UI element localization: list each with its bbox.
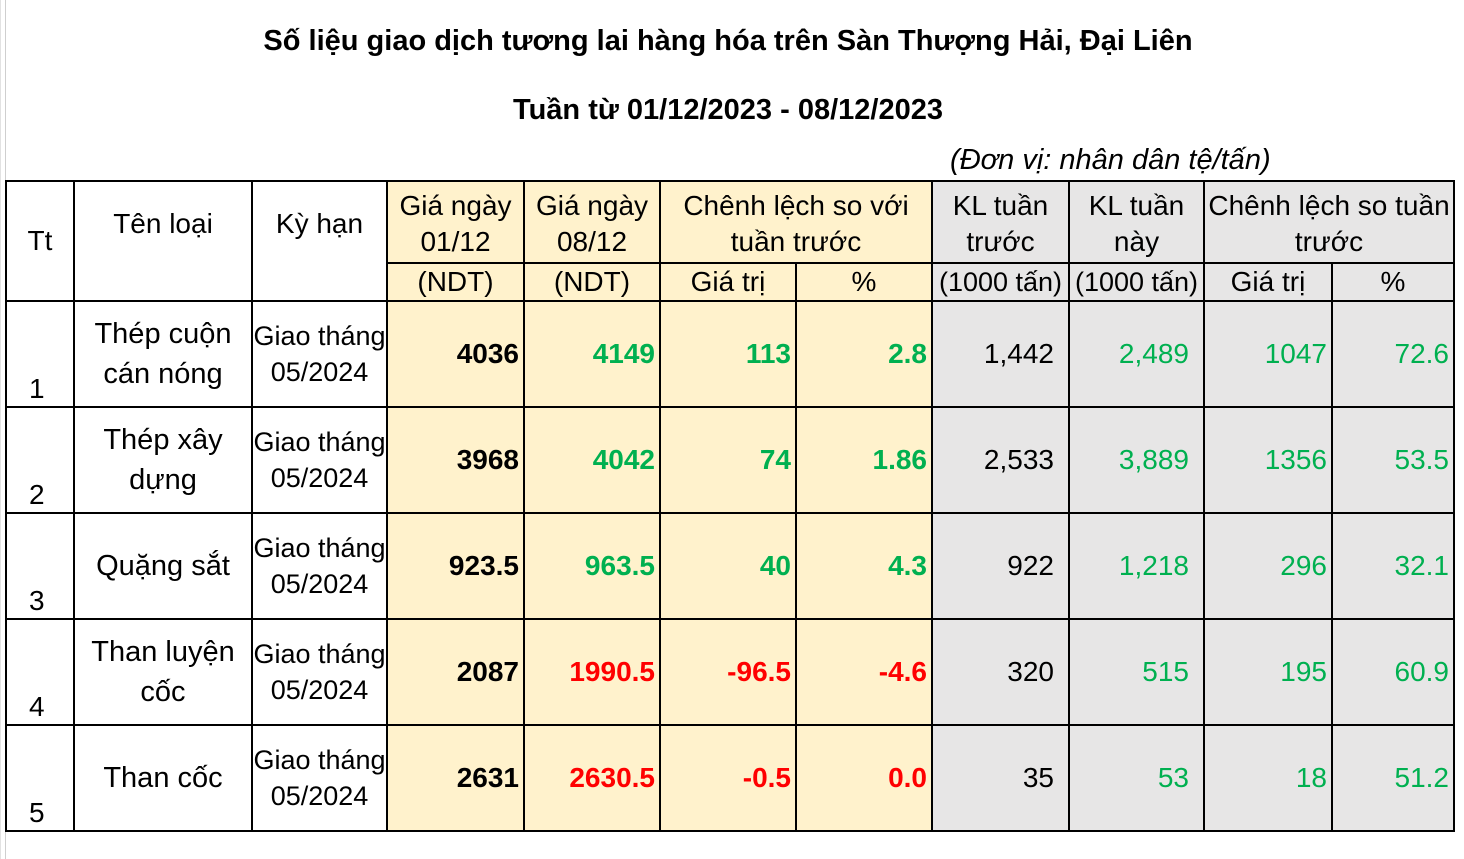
cell-vol-diff-pct[interactable]: 53.5 — [1331, 406, 1455, 514]
header-diff-value[interactable]: Giá trị — [659, 262, 797, 302]
cell-tt[interactable]: 1 — [5, 300, 75, 408]
table-row: 4 Than luyện cốc Giao tháng 05/2024 2087… — [5, 618, 1455, 726]
cell-vol-diff-value[interactable]: 195 — [1203, 618, 1333, 726]
header-vol-diff[interactable]: Chênh lệch so tuần trước — [1203, 180, 1455, 264]
cell-term[interactable]: Giao tháng 05/2024 — [251, 724, 388, 832]
page-title: Số liệu giao dịch tương lai hàng hóa trê… — [263, 25, 1193, 57]
cell-price1[interactable]: 923.5 — [386, 512, 525, 620]
cell-price2[interactable]: 1990.5 — [523, 618, 661, 726]
cell-vol-diff-pct[interactable]: 32.1 — [1331, 512, 1455, 620]
cell-term[interactable]: Giao tháng 05/2024 — [251, 618, 388, 726]
cell-vol-diff-pct[interactable]: 51.2 — [1331, 724, 1455, 832]
cell-vol-prev[interactable]: 2,533 — [931, 406, 1070, 514]
header-vol-cur[interactable]: KL tuần này — [1068, 180, 1205, 264]
cell-price1[interactable]: 4036 — [386, 300, 525, 408]
header-price2-label: Giá ngày 08/12 — [535, 190, 649, 257]
header-price1[interactable]: Giá ngày 01/12 — [386, 180, 525, 264]
cell-vol-diff-value[interactable]: 296 — [1203, 512, 1333, 620]
cell-price2[interactable]: 2630.5 — [523, 724, 661, 832]
header-vol-diff-value[interactable]: Giá trị — [1203, 262, 1333, 302]
cell-name[interactable]: Than luyện cốc — [73, 618, 253, 726]
cell-tt[interactable]: 4 — [5, 618, 75, 726]
cell-vol-cur[interactable]: 515 — [1068, 618, 1205, 726]
cell-diff-value[interactable]: 113 — [659, 300, 797, 408]
page-subtitle: Tuần từ 01/12/2023 - 08/12/2023 — [513, 94, 943, 126]
cell-name[interactable]: Quặng sắt — [73, 512, 253, 620]
header-diff-pct[interactable]: % — [795, 262, 933, 302]
header-price1-label: Giá ngày 01/12 — [399, 190, 512, 257]
header-vol-prev-unit: (1000 tấn) — [931, 263, 1070, 302]
header-price2-unit: (NDT) — [523, 263, 661, 302]
cell-diff-pct[interactable]: 1.86 — [795, 406, 933, 514]
cell-vol-diff-pct[interactable]: 60.9 — [1331, 618, 1455, 726]
cell-vol-diff-value[interactable]: 1356 — [1203, 406, 1333, 514]
header-vol-diff-pct[interactable]: % — [1331, 262, 1455, 302]
cell-vol-prev[interactable]: 320 — [931, 618, 1070, 726]
cell-price2[interactable]: 963.5 — [523, 512, 661, 620]
table-row: 5 Than cốc Giao tháng 05/2024 2631 2630.… — [5, 724, 1455, 832]
cell-tt[interactable]: 5 — [5, 724, 75, 832]
cell-price2[interactable]: 4042 — [523, 406, 661, 514]
cell-vol-diff-value[interactable]: 1047 — [1203, 300, 1333, 408]
table-row: 3 Quặng sắt Giao tháng 05/2024 923.5 963… — [5, 512, 1455, 620]
cell-price2[interactable]: 4149 — [523, 300, 661, 408]
header-vol-cur-unit: (1000 tấn) — [1068, 263, 1205, 302]
cell-vol-prev[interactable]: 1,442 — [931, 300, 1070, 408]
table-row: 2 Thép xây dựng Giao tháng 05/2024 3968 … — [5, 406, 1455, 514]
cell-tt[interactable]: 2 — [5, 406, 75, 514]
cell-name[interactable]: Than cốc — [73, 724, 253, 832]
cell-term[interactable]: Giao tháng 05/2024 — [251, 512, 388, 620]
cell-tt[interactable]: 3 — [5, 512, 75, 620]
cell-price1[interactable]: 2087 — [386, 618, 525, 726]
cell-vol-diff-pct[interactable]: 72.6 — [1331, 300, 1455, 408]
cell-price1[interactable]: 2631 — [386, 724, 525, 832]
header-term[interactable]: Kỳ hạn — [251, 180, 388, 302]
commodity-futures-table: Tt Tên loại Kỳ hạn Giá ngày 01/12 Giá ng… — [5, 180, 1455, 832]
header-price2[interactable]: Giá ngày 08/12 — [523, 180, 661, 264]
header-diff[interactable]: Chênh lệch so với tuần trước — [659, 180, 933, 264]
cell-diff-pct[interactable]: 4.3 — [795, 512, 933, 620]
cell-diff-value[interactable]: -96.5 — [659, 618, 797, 726]
cell-vol-prev[interactable]: 35 — [931, 724, 1070, 832]
cell-vol-cur[interactable]: 53 — [1068, 724, 1205, 832]
cell-term[interactable]: Giao tháng 05/2024 — [251, 406, 388, 514]
cell-vol-diff-value[interactable]: 18 — [1203, 724, 1333, 832]
cell-diff-pct[interactable]: -4.6 — [795, 618, 933, 726]
header-tt[interactable]: Tt — [5, 180, 75, 302]
header-name[interactable]: Tên loại — [73, 180, 253, 302]
cell-diff-pct[interactable]: 2.8 — [795, 300, 933, 408]
cell-diff-value[interactable]: 74 — [659, 406, 797, 514]
cell-diff-value[interactable]: -0.5 — [659, 724, 797, 832]
cell-diff-pct[interactable]: 0.0 — [795, 724, 933, 832]
header-vol-prev[interactable]: KL tuần trước — [931, 180, 1070, 264]
unit-note: (Đơn vị: nhân dân tệ/tấn) — [950, 144, 1271, 176]
cell-name[interactable]: Thép xây dựng — [73, 406, 253, 514]
cell-price1[interactable]: 3968 — [386, 406, 525, 514]
cell-vol-cur[interactable]: 1,218 — [1068, 512, 1205, 620]
cell-vol-cur[interactable]: 2,489 — [1068, 300, 1205, 408]
cell-vol-cur[interactable]: 3,889 — [1068, 406, 1205, 514]
header-price1-unit: (NDT) — [386, 263, 525, 302]
cell-vol-prev[interactable]: 922 — [931, 512, 1070, 620]
cell-term[interactable]: Giao tháng 05/2024 — [251, 300, 388, 408]
cell-diff-value[interactable]: 40 — [659, 512, 797, 620]
table-row: 1 Thép cuộn cán nóng Giao tháng 05/2024 … — [5, 300, 1455, 408]
cell-name[interactable]: Thép cuộn cán nóng — [73, 300, 253, 408]
